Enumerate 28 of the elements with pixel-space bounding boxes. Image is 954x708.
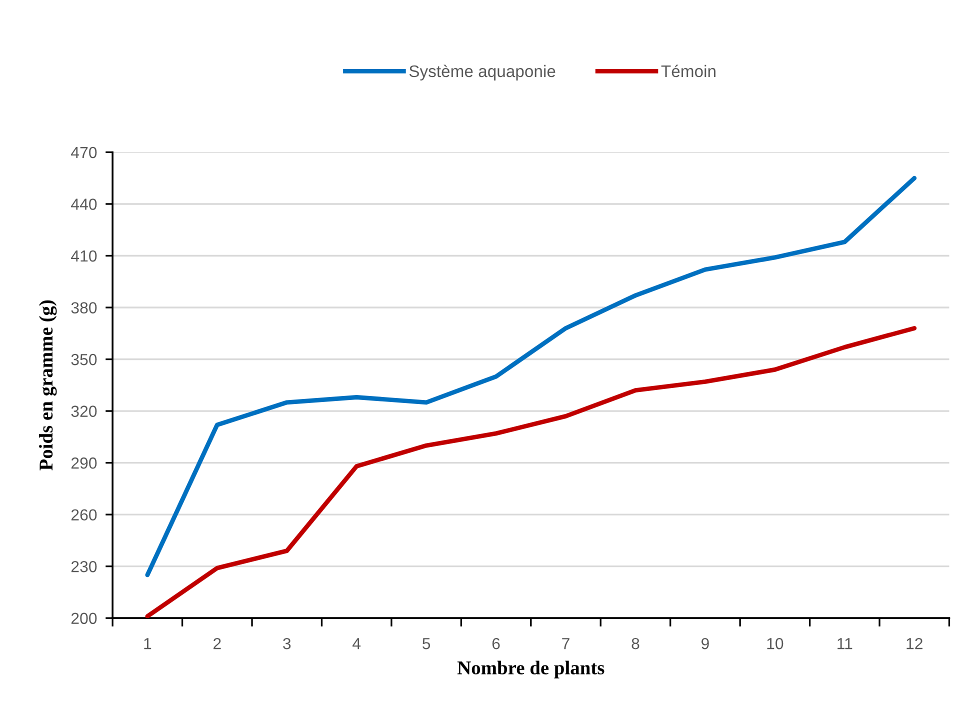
- y-tick-label: 230: [71, 560, 97, 572]
- x-axis-title: Nombre de plants: [457, 660, 604, 678]
- y-tick-label: 350: [71, 354, 97, 366]
- y-tick-label: 290: [71, 457, 97, 469]
- y-tick-label: 320: [71, 406, 97, 417]
- x-tick-label: 2: [214, 638, 221, 650]
- x-tick-label: 12: [906, 638, 922, 650]
- x-tick-label: 6: [492, 638, 500, 650]
- y-tick-label: 380: [71, 302, 97, 314]
- x-tick-label: 7: [562, 638, 570, 650]
- x-tick-label: 8: [632, 638, 640, 650]
- y-tick-label: 410: [71, 250, 97, 262]
- line-series: [145, 176, 917, 578]
- y-tick-label: 200: [71, 612, 97, 624]
- legend-label: Système aquaponie: [409, 64, 556, 80]
- y-axis-title: Poids en gramme (g): [38, 300, 57, 470]
- legend-label: Témoin: [661, 64, 716, 78]
- y-tick-label: 260: [71, 509, 97, 521]
- x-tick-label: 10: [767, 638, 784, 650]
- y-tick-label: 470: [71, 146, 97, 158]
- x-tick-label: 5: [422, 638, 430, 650]
- x-tick-label: 3: [283, 638, 291, 650]
- line-series: [145, 326, 917, 618]
- x-tick-label: 11: [838, 638, 852, 650]
- x-tick-label: 1: [144, 638, 152, 650]
- x-tick-label: 9: [702, 638, 709, 650]
- y-tick-label: 440: [71, 198, 97, 210]
- x-tick-label: 4: [352, 638, 361, 650]
